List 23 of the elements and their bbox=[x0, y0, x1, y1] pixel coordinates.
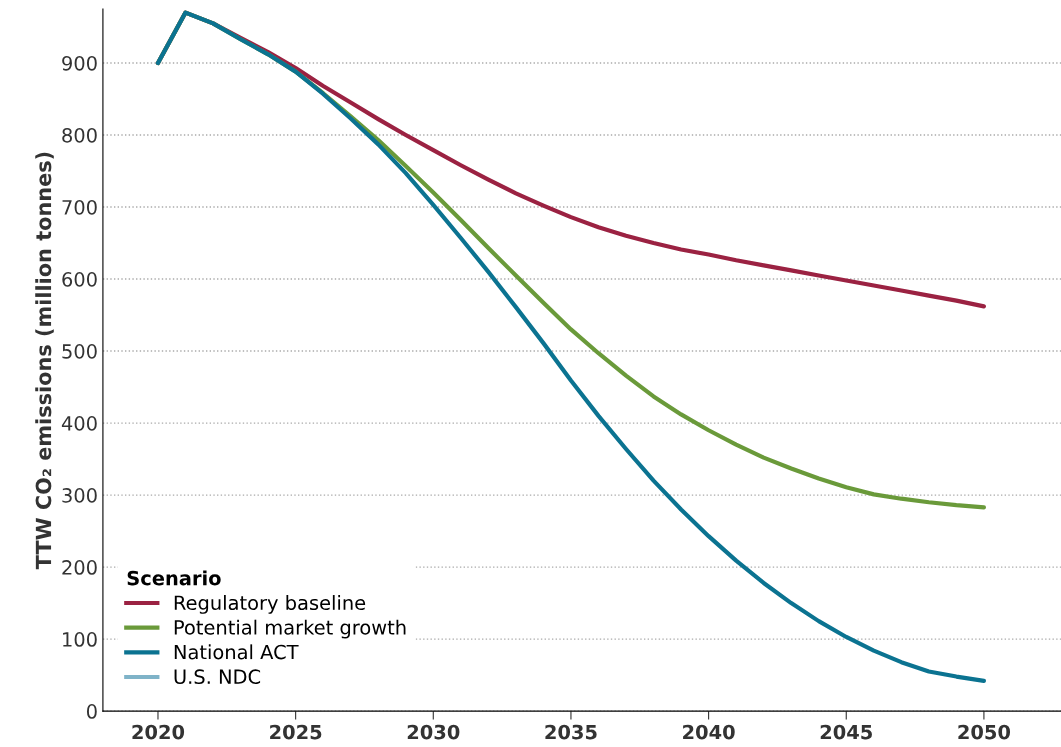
x-tick-label: 2050 bbox=[958, 724, 1011, 740]
legend-title: Scenario bbox=[127, 570, 221, 586]
legend-label: National ACT bbox=[174, 644, 299, 660]
x-tick-label: 2025 bbox=[270, 724, 322, 740]
x-tick-label: 2030 bbox=[407, 724, 460, 740]
legend-label: Regulatory baseline bbox=[174, 595, 366, 614]
x-tick-label: 2045 bbox=[820, 724, 872, 740]
x-tick-label: 2040 bbox=[683, 724, 735, 740]
y-tick-label: 0 bbox=[86, 704, 97, 719]
y-tick-label: 400 bbox=[61, 416, 97, 431]
y-tick-label: 100 bbox=[63, 632, 97, 647]
y-tick-label: 700 bbox=[62, 199, 97, 215]
y-tick-label: 500 bbox=[62, 344, 97, 359]
y-tick-label: 600 bbox=[62, 271, 97, 287]
legend-label: Potential market growth bbox=[174, 619, 406, 639]
legend-label: U.S. NDC bbox=[174, 669, 261, 685]
x-tick-label: 2035 bbox=[545, 724, 597, 740]
y-tick-label: 900 bbox=[62, 55, 97, 71]
y-tick-label: 800 bbox=[62, 127, 97, 143]
y-tick-label: 300 bbox=[62, 488, 97, 503]
y-axis-title: TTW CO₂ emissions (million tonnes) bbox=[35, 152, 54, 570]
x-tick-label: 2020 bbox=[132, 724, 185, 740]
y-tick-label: 200 bbox=[62, 560, 97, 575]
